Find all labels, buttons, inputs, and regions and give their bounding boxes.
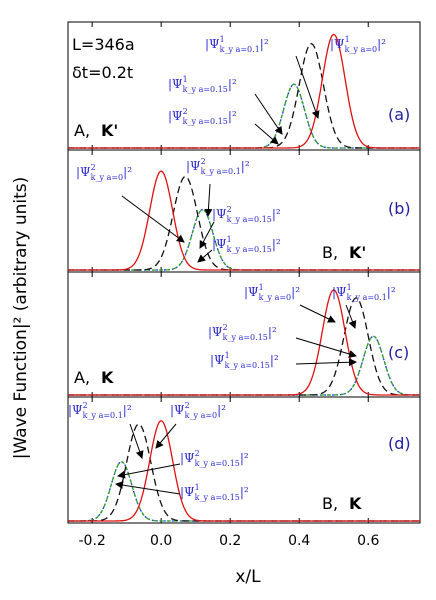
panel-tag: (d) (388, 434, 411, 453)
curve-ky015_1 (68, 83, 420, 149)
sublattice-label: B, (322, 243, 338, 262)
panel-b: (b) B, K' |Ψ2 k_y a=0|² |Ψ2 k_y a=0.1|² |Ψ2 k_y … (67, 149, 421, 273)
x-tick-label: 0.0 (150, 533, 172, 549)
annotation-arrow (204, 183, 213, 217)
annotation-arrow (155, 423, 177, 449)
annotation-label: |Ψ2 k_y a=0.15|² (180, 449, 249, 468)
annotation-arrow (345, 304, 357, 329)
annotation-arrow (199, 221, 215, 249)
annotation-arrow (117, 463, 181, 479)
sublattice-label: B, (322, 494, 338, 513)
size-label: L=346a (72, 35, 135, 54)
annotation-label: |Ψ1 k_y a=0.15|² (180, 483, 249, 502)
annotation-label: |Ψ2 k_y a=0.1|² (186, 157, 250, 176)
annotation-label: |Ψ1 k_y a=0.15|² (168, 75, 237, 94)
panel-tag: (c) (388, 343, 409, 362)
coupling-label: δt=0.2t (72, 63, 133, 82)
x-tick-label: 0.2 (219, 533, 241, 549)
curve-ky0 (68, 170, 420, 271)
sublattice-label: A, (74, 121, 90, 140)
annotation-label: |Ψ1 k_y a=0.1|² (205, 35, 269, 54)
valley-label: K' (349, 243, 366, 262)
panels-group: (a) A, K' |Ψ1 k_y a=0.1|² |Ψ1 k_y a=0|² |Ψ1 k_y … (67, 21, 421, 524)
annotation-label: |Ψ2 k_y a=0.15|² (212, 205, 281, 224)
annotation-label: |Ψ1 k_y a=0|² (330, 35, 386, 54)
annotation-label: |Ψ1 k_y a=0|² (244, 283, 300, 302)
x-ticks-group: -0.2 0.0 0.2 0.4 0.6 (78, 533, 379, 549)
annotation-arrow (295, 358, 357, 367)
valley-label: K' (101, 121, 118, 140)
panel-c: (c) A, K |Ψ1 k_y a=0|² |Ψ1 k_y a=0.1|² |Ψ2 k_y a… (67, 271, 421, 398)
sublattice-label: A, (74, 368, 90, 387)
x-axis-label: x/L (235, 567, 261, 587)
curve-ky0 (68, 420, 420, 522)
annotation-arrow (254, 93, 283, 135)
curve-ky0 (68, 289, 420, 396)
x-tick-label: -0.2 (78, 533, 105, 549)
panel-tag: (a) (388, 105, 410, 124)
annotation-arrow (129, 423, 144, 459)
panel-d: (d) B, K |Ψ2 k_y a=0.1|² |Ψ2 k_y a=0|² |Ψ2 k_y a… (67, 396, 421, 524)
annotation-arrow (299, 304, 336, 323)
annotation-label: |Ψ2 k_y a=0|² (170, 401, 226, 420)
curve-ky01 (68, 42, 420, 149)
annotation-label: |Ψ1 k_y a=0.15|² (212, 235, 281, 254)
annotation-label: |Ψ1 k_y a=0.15|² (210, 351, 279, 370)
curve-ky01 (68, 423, 420, 522)
annotation-arrow (121, 195, 185, 243)
panel-tag: (b) (388, 199, 411, 218)
panel-frame (67, 396, 421, 524)
annotation-label: |Ψ2 k_y a=0.15|² (168, 107, 237, 126)
valley-label: K (349, 494, 362, 513)
x-tick-label: 0.4 (288, 533, 310, 549)
annotation-arrow (254, 123, 279, 145)
annotation-arrow (115, 481, 181, 495)
annotation-arrow (295, 337, 357, 358)
panel-a: (a) A, K' |Ψ1 k_y a=0.1|² |Ψ1 k_y a=0|² |Ψ1 k_y … (67, 21, 421, 151)
y-axis-label: |Wave Function|² (arbitrary units) (11, 177, 31, 460)
annotation-arrow (295, 55, 320, 119)
annotation-arrow (197, 249, 213, 263)
valley-label: K (101, 368, 114, 387)
annotation-label: |Ψ1 k_y a=0.1|² (332, 283, 396, 302)
annotation-label: |Ψ2 k_y a=0.15|² (208, 323, 277, 342)
curve-ky0 (68, 33, 420, 149)
curve-ky015_2 (68, 83, 420, 149)
annotation-label: |Ψ2 k_y a=0.1|² (68, 401, 132, 420)
annotation-label: |Ψ2 k_y a=0|² (76, 163, 132, 182)
x-tick-label: 0.6 (357, 533, 379, 549)
